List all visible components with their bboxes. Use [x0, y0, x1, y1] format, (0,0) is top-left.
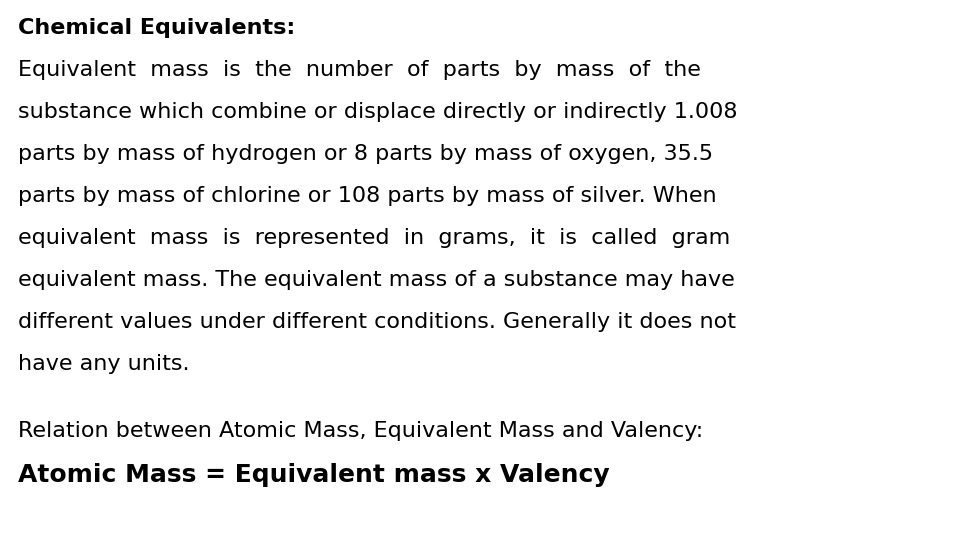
Text: Chemical Equivalents:: Chemical Equivalents:	[18, 18, 296, 38]
Text: Relation between Atomic Mass, Equivalent Mass and Valency:: Relation between Atomic Mass, Equivalent…	[18, 421, 704, 441]
Text: different values under different conditions. Generally it does not: different values under different conditi…	[18, 312, 736, 332]
Text: parts by mass of hydrogen or 8 parts by mass of oxygen, 35.5: parts by mass of hydrogen or 8 parts by …	[18, 144, 713, 164]
Text: equivalent  mass  is  represented  in  grams,  it  is  called  gram: equivalent mass is represented in grams,…	[18, 228, 731, 248]
Text: substance which combine or displace directly or indirectly 1.008: substance which combine or displace dire…	[18, 102, 737, 122]
Text: Equivalent  mass  is  the  number  of  parts  by  mass  of  the: Equivalent mass is the number of parts b…	[18, 60, 701, 80]
Text: Atomic Mass = Equivalent mass x Valency: Atomic Mass = Equivalent mass x Valency	[18, 463, 610, 487]
Text: have any units.: have any units.	[18, 354, 189, 374]
Text: parts by mass of chlorine or 108 parts by mass of silver. When: parts by mass of chlorine or 108 parts b…	[18, 186, 716, 206]
Text: equivalent mass. The equivalent mass of a substance may have: equivalent mass. The equivalent mass of …	[18, 270, 734, 290]
